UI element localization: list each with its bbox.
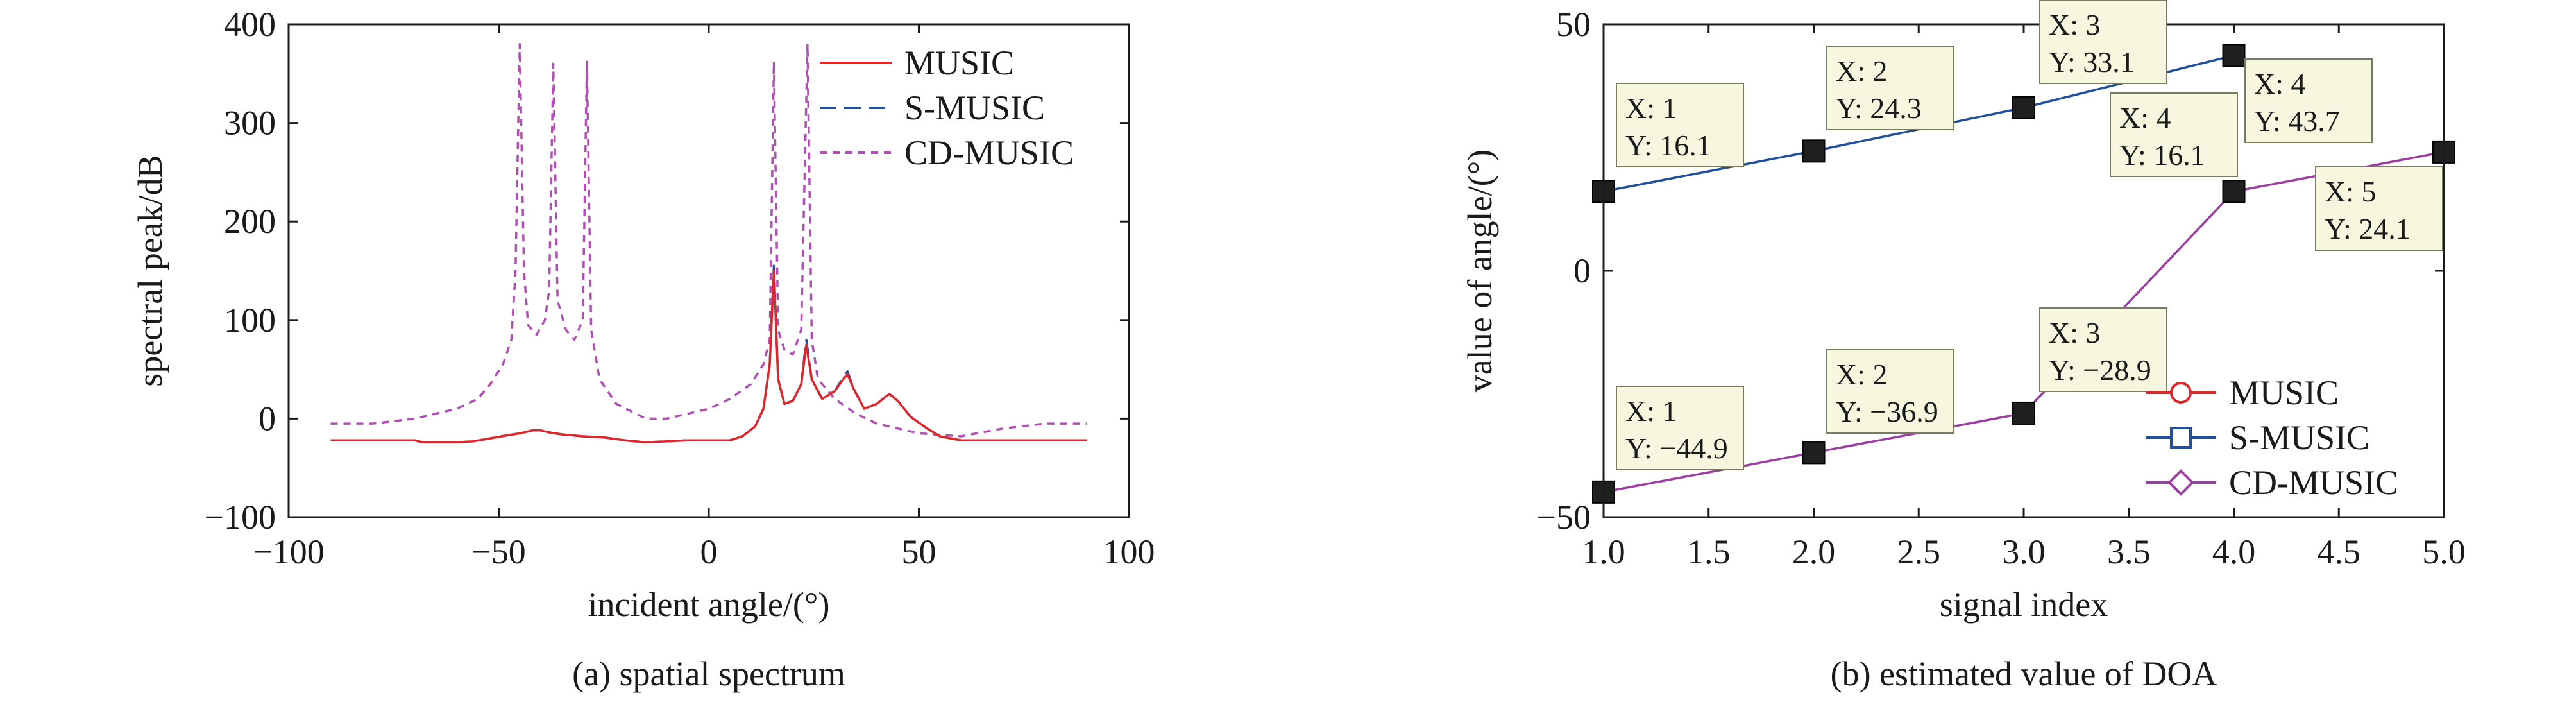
- x-tick-label-a: −100: [253, 533, 324, 571]
- x-tick-label-a: 100: [1103, 533, 1155, 571]
- datatip-box: [2039, 307, 2167, 392]
- x-tick-label-a: 50: [902, 533, 936, 571]
- legend-b: MUSIC S-MUSIC CD-MUSIC: [2146, 373, 2398, 502]
- y-tick-label-b: −50: [1537, 498, 1591, 536]
- y-tick-label-a: 200: [224, 202, 276, 241]
- legend-label-cd-music: CD-MUSIC: [904, 133, 1074, 172]
- datatip-x-text: X: 5: [2325, 175, 2377, 208]
- datatip-box: [1826, 349, 1954, 434]
- x-tick-label-b: 1.0: [1582, 533, 1625, 571]
- spatial-spectrum-chart: −100 −50 0 50 100 −100 0 100 200 300 400 MUSIC S-MU…: [131, 5, 1155, 693]
- x-tick-label-b: 4.5: [2318, 533, 2361, 571]
- x-tick-label-b: 3.0: [2002, 533, 2046, 571]
- caption-b: (b) estimated value of DOA: [1831, 655, 2217, 693]
- legend-label-music: MUSIC: [904, 44, 1014, 82]
- legend-label-cd-music: CD-MUSIC: [2229, 463, 2398, 502]
- y-axis-label-a: spectral peak/dB: [131, 155, 169, 386]
- datatip-marker: [1802, 139, 1826, 163]
- series-line-cd-music: [330, 42, 1087, 438]
- datatip-marker: [2012, 401, 2035, 425]
- datatip-box: [1616, 83, 1744, 167]
- legend-label-music: MUSIC: [2229, 373, 2339, 412]
- series-line-s-music: [330, 264, 1087, 444]
- datatip-y-text: Y: 43.7: [2254, 105, 2340, 137]
- datatip-x-text: X: 4: [2254, 67, 2306, 100]
- y-tick-label-b: 0: [1573, 252, 1591, 290]
- y-axis-label-b: value of angle/(°): [1461, 150, 1499, 392]
- x-tick-label-b: 5.0: [2422, 533, 2466, 571]
- x-tick-label-b: 2.0: [1792, 533, 1836, 571]
- datatip-y-text: Y: −44.9: [1625, 432, 1728, 465]
- x-tick-label-a: −50: [471, 533, 525, 571]
- legend-marker-circle: [2170, 382, 2192, 404]
- spectrum-series-group: [330, 42, 1087, 444]
- datatip-y-text: Y: 33.1: [2049, 46, 2135, 78]
- datatip-x-text: X: 2: [1836, 358, 1888, 391]
- datatip-y-text: Y: 24.3: [1836, 92, 1922, 124]
- datatip-y-text: Y: 16.1: [1625, 129, 1711, 162]
- x-axis-label-a: incident angle/(°): [588, 585, 830, 624]
- series-line-music: [330, 270, 1087, 444]
- y-tick-label-a: 0: [258, 399, 276, 438]
- y-tick-label-a: 400: [224, 5, 276, 44]
- y-tick-label-a: −100: [205, 498, 276, 536]
- datatip-box: [1826, 46, 1954, 130]
- legend-label-s-music: S-MUSIC: [904, 89, 1045, 127]
- legend-marker-square: [2170, 427, 2192, 449]
- datatip-box: [2110, 92, 2238, 177]
- datatip-x-text: X: 1: [1625, 92, 1677, 124]
- doa-estimate-chart: 1.0 1.5 2.0 2.5 3.0 3.5 4.0 4.5 5.0 −50 0 50 X: 1 Y:…: [1461, 0, 2466, 693]
- caption-a: (a) spatial spectrum: [572, 655, 845, 693]
- datatip-x-text: X: 3: [2049, 8, 2101, 41]
- datatip-y-text: Y: −36.9: [1836, 395, 1938, 428]
- legend-marker-diamond: [2167, 469, 2194, 496]
- datatip-x-text: X: 4: [2119, 101, 2171, 134]
- y-tick-label-a: 100: [224, 301, 276, 339]
- datatip-x-text: X: 3: [2049, 316, 2101, 349]
- datatip-box: [2244, 58, 2373, 143]
- datatip-marker: [1802, 441, 1826, 465]
- x-tick-label-b: 4.0: [2212, 533, 2256, 571]
- datatips-group: X: 1 Y: 16.1 X: 2 Y: 24.3 X: 3 Y: 33.1 X: 4 Y: …: [1616, 0, 2443, 470]
- datatip-x-text: X: 2: [1836, 55, 1888, 87]
- x-axis-label-b: signal index: [1940, 585, 2108, 624]
- legend-label-s-music: S-MUSIC: [2229, 418, 2369, 457]
- datatip-y-text: Y: 24.1: [2325, 212, 2411, 245]
- y-tick-label-b: 50: [1556, 5, 1591, 44]
- y-tick-label-a: 300: [224, 104, 276, 142]
- legend-a: MUSIC S-MUSIC CD-MUSIC: [820, 44, 1074, 172]
- x-tick-label-a: 0: [700, 533, 718, 571]
- datatip-y-text: Y: 16.1: [2119, 139, 2205, 171]
- x-tick-label-b: 1.5: [1687, 533, 1731, 571]
- datatip-marker: [2222, 44, 2246, 67]
- datatip-x-text: X: 1: [1625, 395, 1677, 427]
- datatip-box: [2039, 0, 2167, 84]
- x-tick-label-b: 2.5: [1897, 533, 1941, 571]
- datatip-y-text: Y: −28.9: [2049, 354, 2151, 386]
- datatip-box: [2315, 166, 2443, 251]
- datatip-marker: [2012, 96, 2035, 119]
- datatip-box: [1616, 386, 1744, 470]
- x-tick-label-b: 3.5: [2107, 533, 2151, 571]
- datatip-marker: [2222, 180, 2246, 203]
